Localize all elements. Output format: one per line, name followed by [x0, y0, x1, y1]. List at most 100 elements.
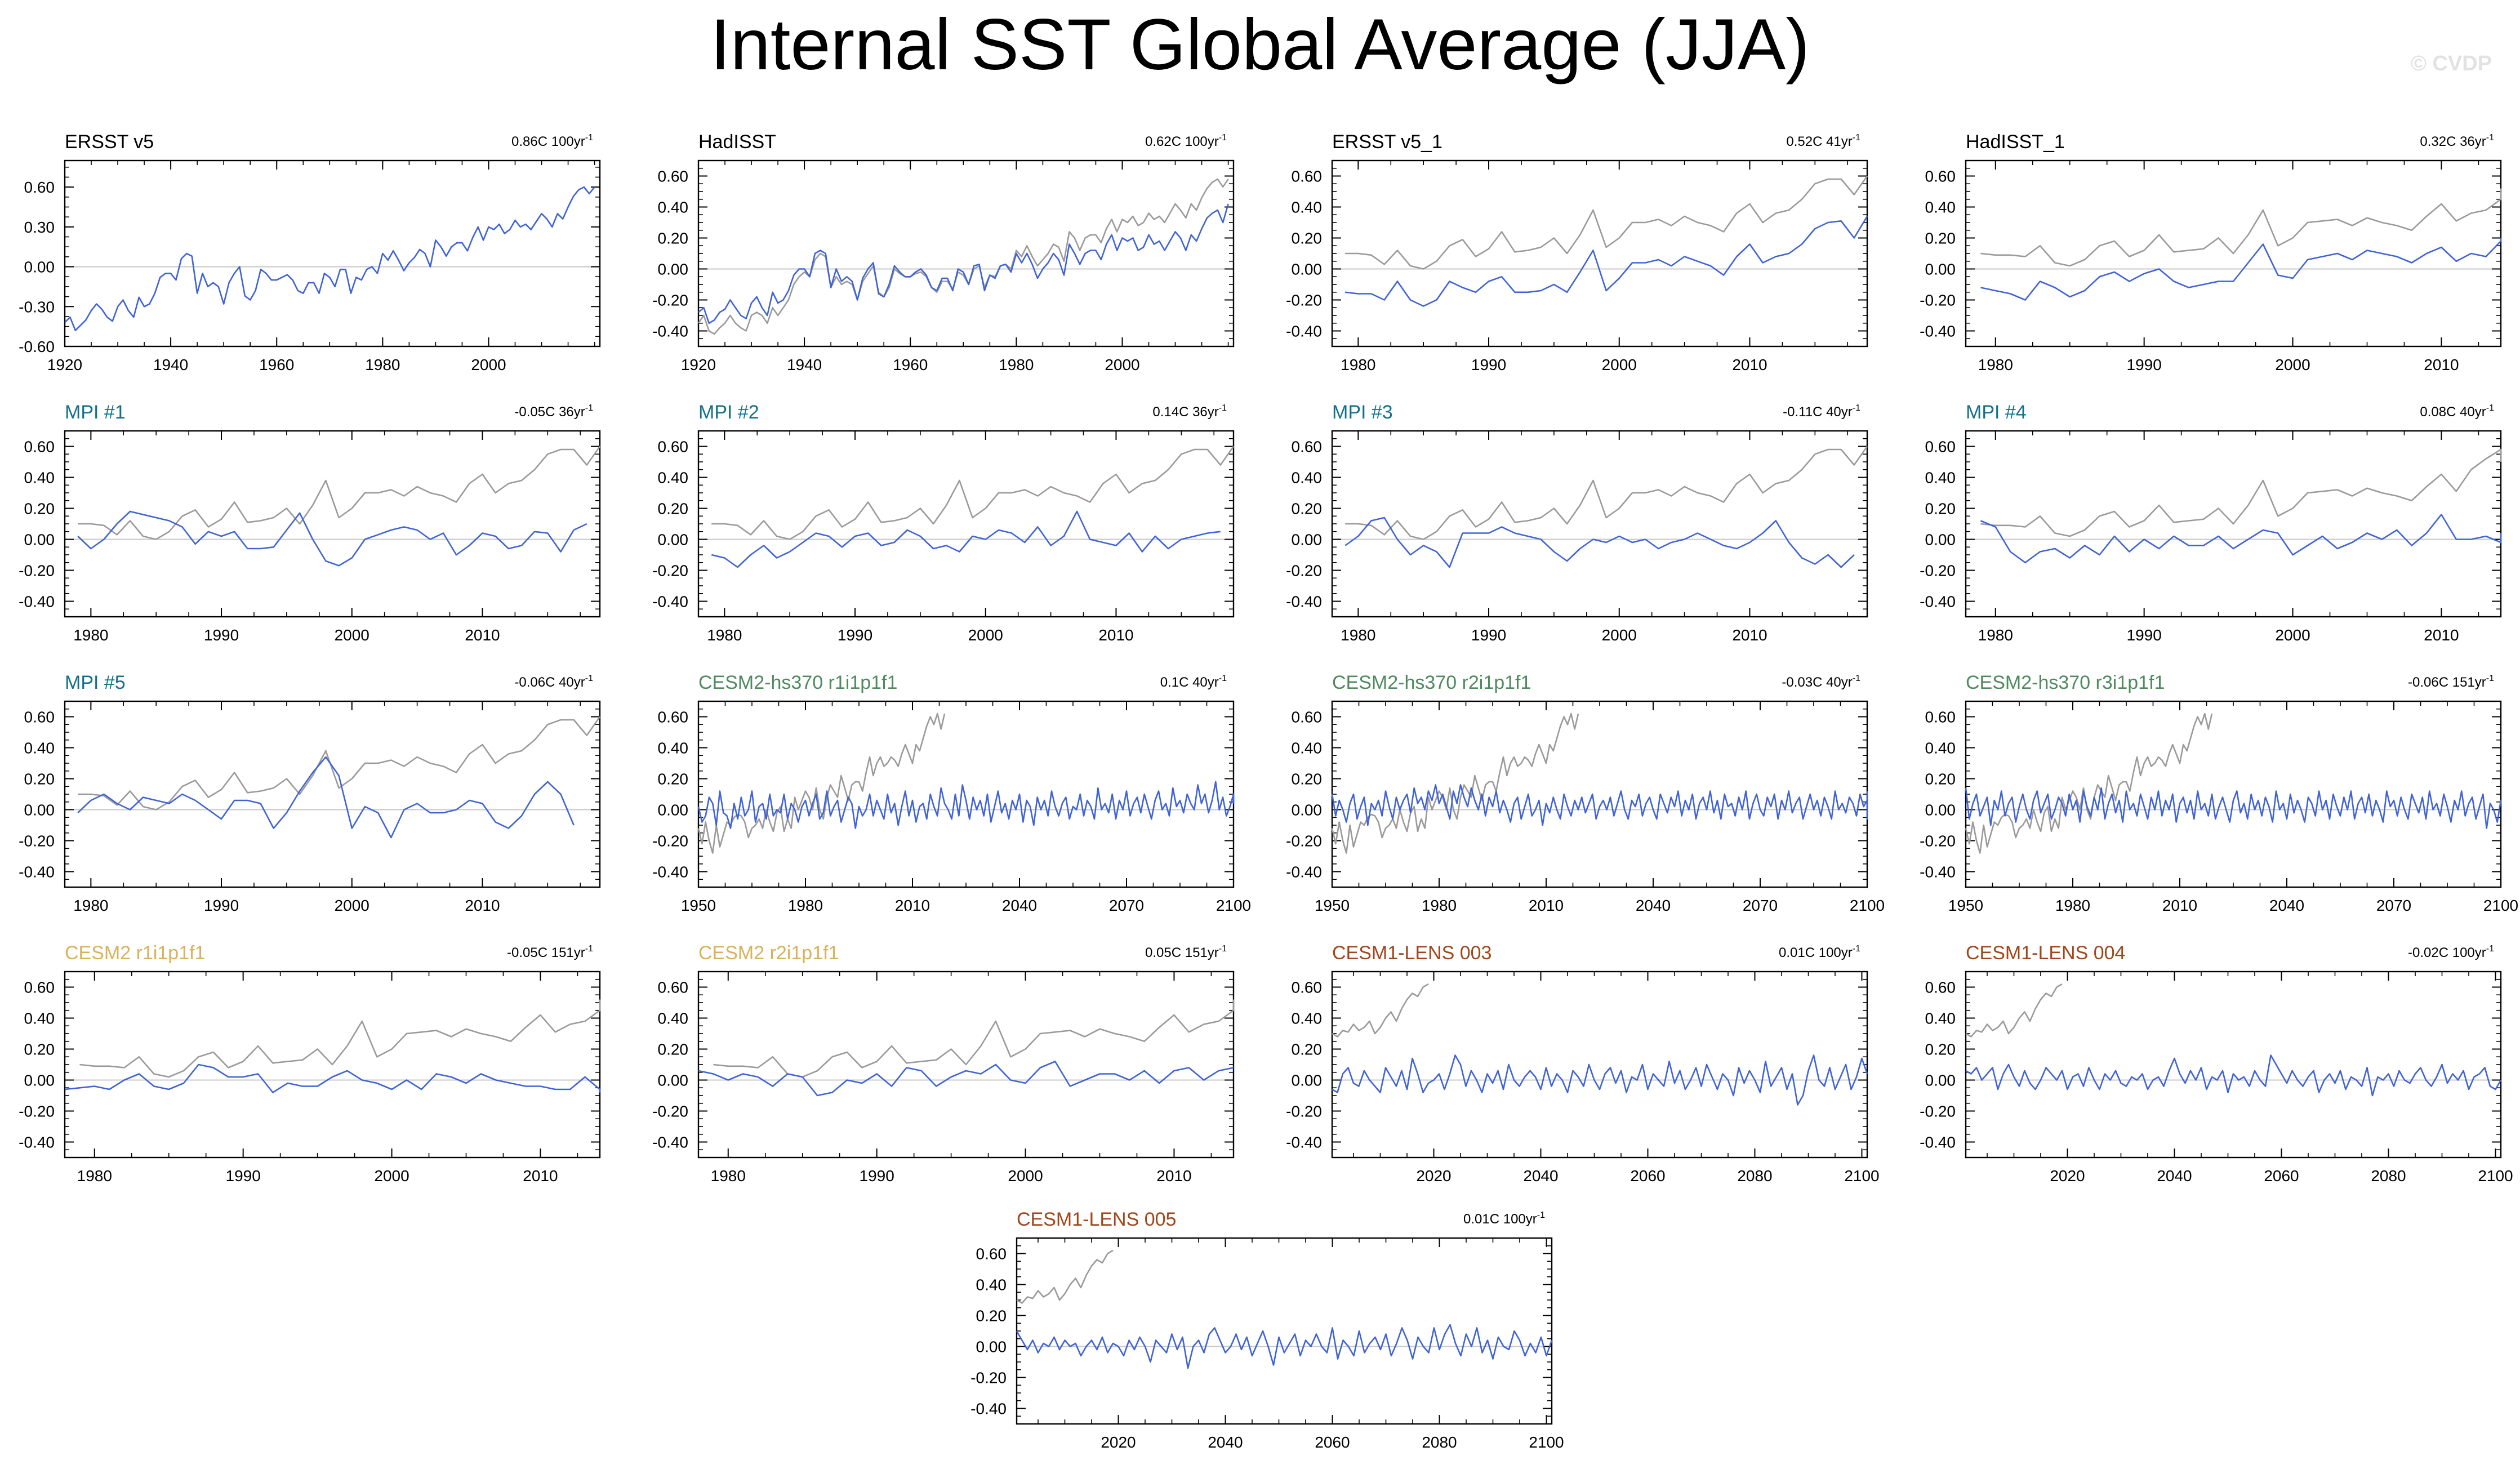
panel-label: MPI #2	[698, 402, 759, 423]
y-tick-label: 0.40	[1292, 1010, 1323, 1027]
reference-series-line	[711, 446, 1235, 540]
y-tick-label: -0.40	[652, 323, 688, 340]
reference-series-line	[697, 178, 1229, 335]
panel: -0.40 -0.20 0.00 0.20 0.40 0.60 2020 2040 2060 20…	[970, 1209, 1564, 1451]
y-tick-label: 0.40	[658, 199, 689, 216]
trend-superscript: -1	[1853, 674, 1860, 683]
panel: -0.40 -0.20 0.00 0.20 0.40 0.60 1920 1940 1960 19…	[652, 131, 1235, 373]
trend-superscript: -1	[1219, 133, 1227, 143]
y-tick-label: -0.20	[652, 833, 688, 850]
x-tick-label: 2080	[1422, 1434, 1457, 1451]
y-tick-label: 0.20	[24, 500, 55, 518]
x-tick-label: 1950	[681, 897, 716, 914]
x-tick-label: 1990	[2127, 626, 2162, 644]
y-tick-label: -0.20	[19, 833, 55, 850]
panel: -0.40 -0.20 0.00 0.20 0.40 0.60 1950 1980 2010 20…	[1920, 672, 2518, 914]
trend-superscript: -1	[1537, 1210, 1545, 1220]
x-tick-label: 1980	[1422, 897, 1457, 914]
x-tick-label: 1980	[2055, 897, 2090, 914]
y-tick-label: -0.40	[1286, 323, 1322, 340]
y-tick-label: 0.60	[24, 438, 55, 456]
panel-label: CESM2-hs370 r1i1p1f1	[698, 672, 897, 693]
internal-series-line	[698, 1061, 1234, 1097]
panel-label: CESM2-hs370 r2i1p1f1	[1332, 672, 1531, 693]
y-tick-label: 0.60	[24, 179, 55, 196]
y-tick-label: -0.40	[1286, 1134, 1322, 1151]
internal-series-line	[1016, 1324, 1553, 1369]
x-tick-label: 2000	[1008, 1167, 1043, 1185]
panel: -0.40 -0.20 0.00 0.20 0.40 0.60 1980 1990 2000 20…	[19, 942, 601, 1185]
trend-annotation: -0.05C 151yr-1	[507, 944, 593, 960]
y-tick-label: 0.00	[1925, 802, 1956, 819]
x-tick-label: 2000	[1105, 356, 1139, 373]
internal-series-line	[697, 781, 1235, 829]
x-tick-label: 1980	[1978, 356, 2013, 373]
internal-series-line	[1965, 1054, 2502, 1097]
y-tick-label: -0.40	[652, 863, 688, 881]
y-tick-label: -0.20	[19, 1103, 55, 1120]
x-tick-label: 2000	[335, 897, 369, 914]
x-tick-label: 2100	[1844, 1167, 1879, 1185]
y-tick-label: 0.40	[658, 1010, 689, 1027]
internal-series-line	[1980, 238, 2502, 301]
y-tick-label: -0.40	[970, 1400, 1007, 1418]
y-tick-label: 0.00	[1292, 1072, 1323, 1089]
y-tick-label: 0.00	[24, 259, 55, 276]
trend-superscript: -1	[1853, 133, 1860, 143]
internal-series-line	[1331, 784, 1868, 826]
trend-annotation: 0.05C 151yr-1	[1145, 944, 1227, 960]
panel: -0.40 -0.20 0.00 0.20 0.40 0.60 1980 1990 2000 20…	[1286, 402, 1868, 644]
x-tick-label: 1960	[893, 356, 928, 373]
panel-label: ERSST v5_1	[1332, 131, 1442, 153]
y-tick-label: 0.60	[976, 1245, 1007, 1263]
x-tick-label: 2010	[1732, 356, 1767, 373]
x-tick-label: 2060	[1315, 1434, 1350, 1451]
x-tick-label: 2010	[1098, 626, 1133, 644]
panel-label: MPI #1	[65, 402, 126, 423]
y-tick-label: 0.60	[1925, 168, 1956, 185]
trend-annotation: -0.05C 36yr-1	[514, 403, 593, 420]
y-tick-label: 0.40	[24, 469, 55, 487]
y-tick-label: 0.60	[1292, 438, 1323, 456]
y-tick-label: 0.20	[658, 500, 689, 518]
trend-superscript: -1	[1853, 403, 1860, 413]
trend-annotation: -0.06C 40yr-1	[514, 674, 593, 690]
trend-annotation: -0.06C 151yr-1	[2408, 674, 2494, 690]
y-tick-label: -0.30	[19, 298, 55, 315]
y-tick-label: 0.20	[1925, 230, 1956, 247]
y-tick-label: 0.40	[1925, 199, 1956, 216]
panel-label: CESM1-LENS 003	[1332, 942, 1491, 964]
reference-series-line	[78, 716, 601, 811]
x-tick-label: 2020	[1416, 1167, 1451, 1185]
panel: -0.40 -0.20 0.00 0.20 0.40 0.60 1980 1990 2000 20…	[1286, 131, 1868, 373]
internal-series-line	[711, 510, 1221, 568]
y-tick-label: -0.20	[1920, 292, 1956, 309]
x-tick-label: 2100	[1216, 897, 1251, 914]
plot-frame	[1016, 1237, 1553, 1425]
x-tick-label: 1980	[707, 626, 742, 644]
internal-series-line	[1345, 216, 1868, 307]
panel: -0.40 -0.20 0.00 0.20 0.40 0.60 1980 1990 2000 20…	[652, 402, 1235, 644]
panel-label: MPI #5	[65, 672, 126, 693]
x-tick-label: 1980	[73, 897, 108, 914]
y-tick-label: -0.40	[1920, 863, 1956, 881]
x-tick-label: 2100	[2478, 1167, 2513, 1185]
y-tick-label: 0.00	[1292, 802, 1323, 819]
y-tick-label: 0.20	[658, 230, 689, 247]
plot-frame	[697, 159, 1235, 348]
trend-annotation: -0.02C 100yr-1	[2408, 944, 2494, 960]
plot-frame	[1965, 971, 2502, 1159]
y-tick-label: 0.40	[1925, 740, 1956, 757]
plot-frame	[1331, 430, 1868, 618]
y-tick-label: 0.20	[24, 771, 55, 788]
y-tick-label: 0.60	[658, 168, 689, 185]
y-tick-label: 0.00	[24, 531, 55, 549]
x-tick-label: 1980	[1341, 626, 1375, 644]
trend-superscript: -1	[1219, 944, 1227, 954]
plot-frame	[1331, 971, 1868, 1159]
y-tick-label: 0.20	[1292, 1041, 1323, 1058]
x-tick-label: 2000	[1602, 626, 1637, 644]
trend-annotation: 0.62C 100yr-1	[1145, 133, 1227, 149]
y-tick-label: 0.00	[1925, 261, 1956, 278]
